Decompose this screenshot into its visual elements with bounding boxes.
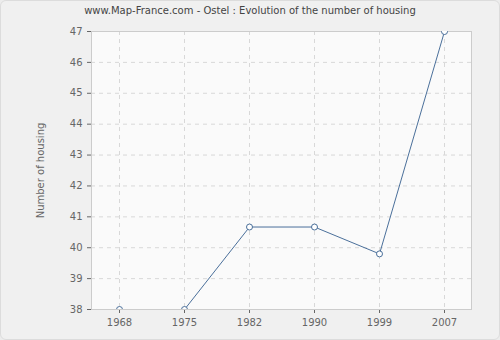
svg-text:2007: 2007 [432,317,457,328]
svg-text:42: 42 [70,180,83,191]
html-text:www.Map-France.com - Ostel : E: www.Map-France.com - Ostel : Evolution o… [84,5,416,16]
svg-text:44: 44 [70,118,83,129]
svg-text:45: 45 [70,87,83,98]
svg-text:1982: 1982 [237,317,262,328]
svg-text:40: 40 [70,242,83,253]
svg-text:47: 47 [70,26,83,37]
svg-text:Number of housing: Number of housing [35,123,46,219]
svg-text:1990: 1990 [302,317,327,328]
svg-text:1975: 1975 [172,317,197,328]
svg-text:1999: 1999 [367,317,392,328]
svg-text:46: 46 [70,57,83,68]
svg-text:38: 38 [70,304,83,315]
svg-text:39: 39 [70,273,83,284]
svg-text:43: 43 [70,149,83,160]
svg-text:1968: 1968 [107,317,132,328]
svg-text:41: 41 [70,211,83,222]
